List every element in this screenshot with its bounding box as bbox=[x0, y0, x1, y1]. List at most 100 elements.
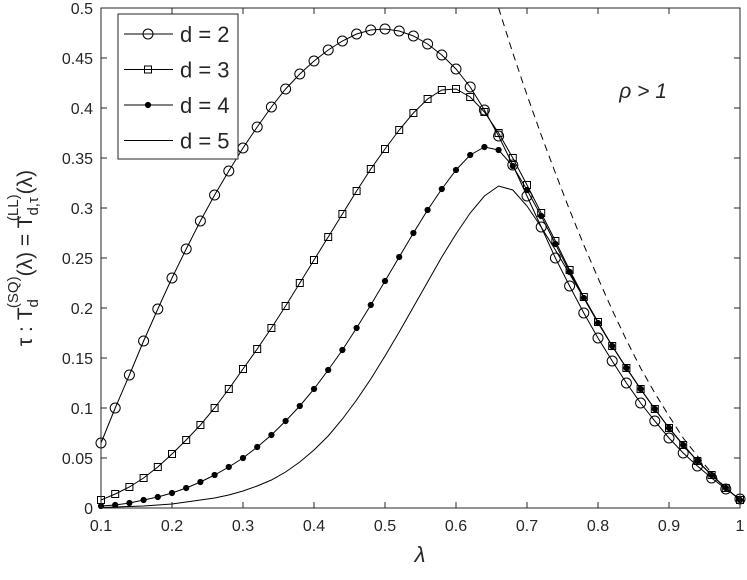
marker bbox=[144, 65, 152, 74]
marker bbox=[366, 165, 375, 173]
marker bbox=[649, 415, 661, 427]
marker bbox=[180, 243, 192, 255]
marker bbox=[196, 421, 205, 429]
marker bbox=[239, 454, 247, 462]
x-tick-label: 0.5 bbox=[374, 518, 396, 535]
marker bbox=[693, 457, 702, 465]
x-tick-label: 1 bbox=[736, 518, 745, 535]
marker bbox=[140, 496, 147, 504]
marker bbox=[338, 210, 347, 218]
marker bbox=[381, 277, 389, 285]
series-line bbox=[498, 8, 740, 501]
y-label-part: τ : T bbox=[14, 307, 37, 346]
marker bbox=[679, 441, 688, 449]
marker bbox=[239, 365, 247, 373]
marker bbox=[353, 324, 360, 332]
legend-label: d = 5 bbox=[180, 129, 230, 154]
marker bbox=[564, 280, 576, 292]
x-tick-label: 0.7 bbox=[516, 518, 538, 535]
marker bbox=[223, 165, 235, 177]
marker bbox=[325, 366, 332, 374]
marker bbox=[410, 229, 417, 237]
marker bbox=[168, 450, 176, 458]
marker bbox=[606, 355, 618, 367]
marker bbox=[493, 130, 505, 142]
y-label-part: d bbox=[25, 299, 42, 307]
annotation: ρ > 1 bbox=[618, 80, 667, 103]
marker bbox=[265, 101, 277, 113]
marker bbox=[437, 86, 446, 94]
marker bbox=[336, 35, 348, 47]
y-label-part: (LL) bbox=[5, 194, 22, 221]
marker bbox=[168, 489, 176, 497]
marker bbox=[663, 432, 675, 444]
marker bbox=[144, 101, 152, 109]
marker bbox=[450, 63, 462, 75]
marker bbox=[721, 484, 730, 492]
legend-box bbox=[117, 13, 239, 160]
marker bbox=[481, 143, 488, 151]
marker bbox=[268, 431, 275, 439]
legend-label: d = 4 bbox=[180, 93, 230, 118]
marker bbox=[707, 471, 716, 479]
marker bbox=[464, 81, 476, 93]
marker bbox=[123, 369, 135, 381]
marker bbox=[535, 221, 547, 233]
marker bbox=[665, 424, 673, 432]
y-tick-label: 0.45 bbox=[62, 51, 93, 68]
y-axis-label: τ : Td(SQ)(λ) = Td,τ(LL)(λ) bbox=[5, 170, 42, 346]
marker bbox=[495, 146, 502, 154]
marker bbox=[194, 215, 206, 227]
marker bbox=[339, 346, 346, 354]
marker bbox=[324, 233, 333, 241]
marker bbox=[509, 162, 516, 170]
marker bbox=[422, 38, 434, 50]
y-tick-label: 0.5 bbox=[71, 1, 93, 18]
marker bbox=[183, 484, 190, 492]
y-label-part: (λ) bbox=[14, 170, 37, 195]
marker bbox=[351, 28, 363, 40]
x-tick-label: 0.4 bbox=[303, 518, 325, 535]
marker bbox=[622, 364, 631, 372]
x-tick-label: 0.9 bbox=[658, 518, 680, 535]
x-tick-label: 0.6 bbox=[445, 518, 467, 535]
marker bbox=[466, 93, 475, 101]
marker bbox=[253, 345, 262, 353]
marker bbox=[109, 402, 121, 414]
marker bbox=[294, 68, 306, 80]
marker bbox=[182, 436, 191, 444]
marker bbox=[126, 499, 133, 507]
axes-box bbox=[100, 7, 741, 509]
marker bbox=[467, 151, 474, 159]
marker bbox=[578, 307, 590, 319]
y-label-part: (λ) = T bbox=[14, 215, 37, 276]
marker bbox=[396, 253, 403, 261]
y-tick-label: 0.25 bbox=[62, 251, 93, 268]
marker bbox=[424, 206, 431, 214]
marker bbox=[209, 189, 221, 201]
marker bbox=[295, 279, 304, 287]
marker bbox=[281, 302, 290, 310]
marker bbox=[592, 332, 604, 344]
x-axis-label: λ bbox=[414, 542, 426, 567]
marker bbox=[111, 490, 120, 498]
marker bbox=[211, 471, 218, 479]
marker bbox=[224, 385, 233, 393]
marker bbox=[282, 417, 289, 425]
marker bbox=[635, 397, 647, 409]
y-tick-label: 0 bbox=[84, 501, 93, 518]
marker bbox=[395, 126, 404, 134]
marker bbox=[438, 185, 445, 193]
marker bbox=[154, 493, 161, 501]
marker bbox=[608, 342, 617, 350]
series-line bbox=[101, 185, 740, 508]
y-tick-label: 0.2 bbox=[71, 301, 93, 318]
marker bbox=[423, 95, 432, 103]
marker bbox=[636, 385, 645, 393]
x-tick-label: 0.2 bbox=[161, 518, 183, 535]
x-tick-label: 0.3 bbox=[232, 518, 254, 535]
y-tick-label: 0.15 bbox=[62, 351, 93, 368]
marker bbox=[308, 55, 320, 67]
y-tick-label: 0.1 bbox=[71, 401, 93, 418]
marker bbox=[152, 303, 164, 315]
